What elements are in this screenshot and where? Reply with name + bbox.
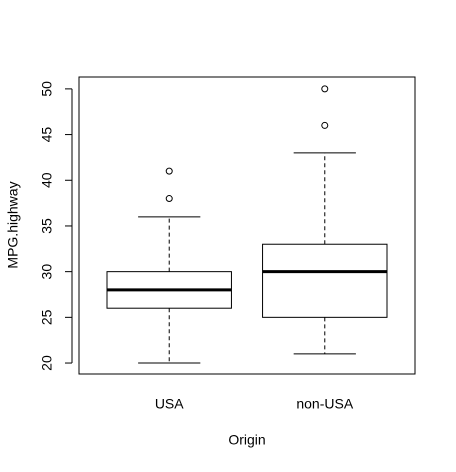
- y-tick-label: 25: [39, 309, 55, 325]
- y-tick-label: 40: [39, 172, 55, 188]
- box: [262, 243, 388, 318]
- outlier: [165, 167, 173, 175]
- x-tick-label: USA: [155, 396, 184, 412]
- outlier: [321, 85, 329, 93]
- y-tick-label: 20: [39, 355, 55, 371]
- x-tick-label: non-USA: [296, 396, 353, 412]
- y-tick-label: 45: [39, 127, 55, 143]
- x-axis-label: Origin: [228, 432, 265, 448]
- y-axis-label: MPG.highway: [5, 181, 21, 268]
- y-tick-label: 30: [39, 264, 55, 280]
- outlier: [165, 195, 173, 203]
- y-tick-label: 35: [39, 218, 55, 234]
- plot-frame: [78, 76, 416, 375]
- outlier: [321, 121, 329, 129]
- y-tick-label: 50: [39, 81, 55, 97]
